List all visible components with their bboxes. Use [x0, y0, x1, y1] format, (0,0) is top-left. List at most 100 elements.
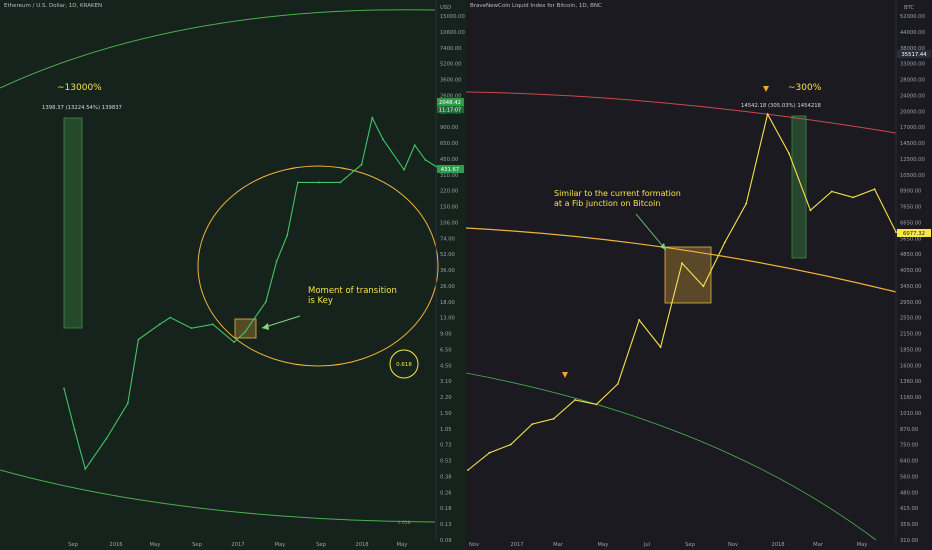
- btc-price-point: [852, 196, 855, 199]
- btc-peak-arrow-icon: [763, 86, 769, 92]
- btc-price-point: [574, 399, 576, 401]
- eth-y-tick-label: 0.18: [440, 506, 452, 512]
- btc-y-tick-label: 480.00: [900, 490, 918, 496]
- eth-transition-note-line2: is Key: [308, 296, 333, 306]
- eth-price-point: [296, 181, 299, 184]
- btc-y-tick-label: 52000.00: [900, 14, 925, 20]
- eth-y-tick-label: 5200.00: [440, 62, 461, 68]
- btc-y-tick-label: 2950.00: [900, 300, 921, 306]
- btc-price-point: [467, 469, 469, 471]
- btc-y-tick-label: 359.00: [900, 522, 918, 528]
- eth-y-tick-label: 4.50: [440, 363, 452, 369]
- eth-y-tick-label: 0.26: [440, 490, 452, 496]
- eth-transition-box: [234, 318, 257, 339]
- btc-early-arrow-icon: [562, 372, 568, 378]
- eth-y-tick-label: 0.13: [440, 522, 452, 528]
- btc-x-tick-label: May: [598, 542, 609, 548]
- btc-y-tick-label: 560.00: [900, 474, 918, 480]
- eth-y-tick-label: 450.00: [440, 157, 458, 163]
- eth-transition-arrowhead: [262, 323, 269, 330]
- btc-price-point: [895, 231, 897, 234]
- eth-chart-svg[interactable]: 0.618 1.618 1398.37 (13224.54%) 139837 ~130…: [0, 0, 466, 550]
- eth-upper-fib-arc: [0, 9, 436, 89]
- btc-y-tick-label: 6650.00: [900, 220, 921, 226]
- eth-current-price-label: 431.67: [441, 167, 460, 173]
- eth-x-tick-label: May: [397, 542, 408, 548]
- eth-price-point: [137, 338, 140, 341]
- eth-transition-note-line1: Moment of transition: [308, 286, 397, 296]
- btc-price-point: [681, 262, 683, 265]
- btc-formation-arrow: [635, 213, 667, 251]
- btc-y-tick-label: 28000.00: [900, 78, 925, 84]
- btc-price-point: [552, 417, 555, 420]
- btc-price-point: [509, 443, 512, 446]
- eth-y-tick-label: 310.00: [440, 173, 458, 179]
- eth-y-tick-label: 74.00: [440, 236, 455, 242]
- eth-measure-box: [63, 117, 83, 329]
- eth-price-point: [169, 316, 172, 319]
- btc-y-tick-label: 14500.00: [900, 141, 925, 147]
- btc-price-point: [488, 451, 491, 454]
- btc-current-price-label: 6077.32: [903, 231, 925, 237]
- eth-chart-title: Ethereum / U.S. Dollar, 1D, KRAKEN: [4, 3, 103, 9]
- btc-upper-fan-line: [466, 91, 897, 134]
- btc-price-point: [659, 346, 662, 349]
- btc-y-tick-label: 3450.00: [900, 284, 921, 290]
- btc-y-tick-label: 640.00: [900, 459, 918, 465]
- eth-y-tick-label: 106.00: [440, 220, 458, 226]
- btc-fib-arc: [466, 227, 897, 293]
- eth-y-tick-label: 0.53: [440, 459, 452, 465]
- eth-price-tag-label: 2048.42: [439, 100, 461, 106]
- eth-price-point: [424, 159, 427, 161]
- btc-price-point: [531, 423, 534, 426]
- eth-y-tick-label: 36.00: [440, 268, 455, 274]
- eth-current-price-tag: [437, 165, 464, 173]
- btc-x-tick-label: Jul: [643, 542, 650, 548]
- btc-price-point: [809, 209, 812, 212]
- btc-formation-note-line2: at a Fib junction on Bitcoin: [554, 199, 660, 208]
- btc-y-tick-label: 8900.00: [900, 189, 921, 195]
- btc-y-tick-label: 1850.00: [900, 347, 921, 353]
- btc-x-tick-label: Nov: [469, 542, 479, 548]
- eth-y-tick-label: 900.00: [440, 125, 458, 131]
- eth-y-tick-label: 2.20: [440, 395, 452, 401]
- btc-chart-pane[interactable]: BraveNewCoin Liquid Index for Bitcoin, 1…: [466, 0, 932, 550]
- eth-price-point: [286, 234, 289, 237]
- eth-x-tick-label: 2016: [109, 542, 122, 548]
- eth-y-tick-label: 220.00: [440, 189, 458, 195]
- btc-y-tick-label: 24000.00: [900, 93, 925, 99]
- eth-y-tick-label: 3600.00: [440, 78, 461, 84]
- eth-price-point: [190, 327, 193, 330]
- btc-price-point: [788, 152, 790, 155]
- btc-y-tick-label: 4050.00: [900, 268, 921, 274]
- eth-price-point: [360, 163, 363, 166]
- btc-price-point: [766, 113, 769, 116]
- eth-price-point: [63, 387, 65, 390]
- eth-chart-pane[interactable]: Ethereum / U.S. Dollar, 1D, KRAKEN 0.618…: [0, 0, 466, 550]
- btc-y-tick-label: 38000.00: [900, 46, 925, 52]
- eth-y-tick-label: 0.09: [440, 538, 452, 544]
- btc-price-point: [595, 403, 598, 406]
- eth-price-point: [265, 300, 267, 303]
- btc-gain-annotation: ~300%: [788, 83, 822, 93]
- btc-y-tick-label: 20000.00: [900, 109, 925, 115]
- btc-current-price-tag: [897, 229, 931, 237]
- btc-y-tick-label: 1010.00: [900, 411, 921, 417]
- eth-x-tick-label: Sep: [68, 542, 78, 548]
- btc-y-tick-label: 33000.00: [900, 62, 925, 68]
- btc-x-tick-label: 2017: [510, 542, 523, 548]
- eth-x-tick-label: 2018: [355, 542, 368, 548]
- eth-y-tick-label: 6.50: [440, 347, 452, 353]
- btc-price-point: [745, 202, 748, 205]
- btc-price-point: [638, 319, 641, 321]
- eth-axis-unit: USD: [440, 5, 451, 11]
- eth-lower-fib-arc: [0, 469, 436, 523]
- eth-fib-ellipse: [197, 165, 439, 367]
- btc-y-tick-label: 5650.00: [900, 236, 921, 242]
- eth-x-tick-label: May: [275, 542, 286, 548]
- eth-y-tick-label: 1.05: [440, 427, 452, 433]
- btc-y-tick-label: 415.00: [900, 506, 918, 512]
- eth-y-tick-label: 10600.00: [440, 30, 465, 36]
- btc-chart-title: BraveNewCoin Liquid Index for Bitcoin, 1…: [470, 3, 602, 9]
